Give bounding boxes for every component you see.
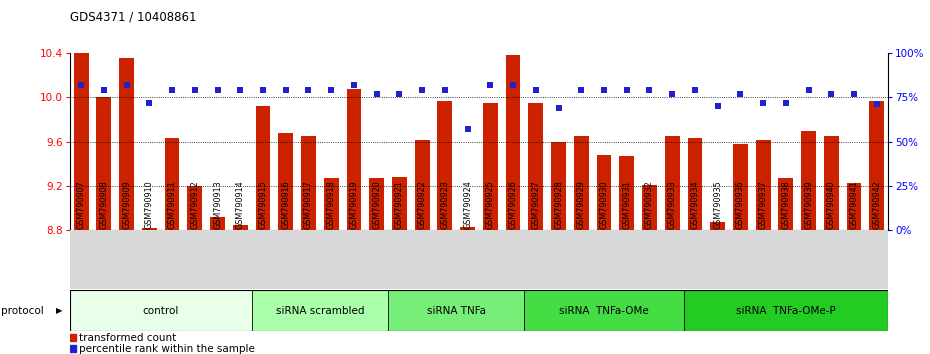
- Bar: [388, 290, 525, 331]
- Bar: [97, 97, 112, 230]
- Text: protocol: protocol: [1, 306, 44, 316]
- Point: [574, 87, 589, 93]
- Point: [187, 87, 202, 93]
- Point: [232, 87, 247, 93]
- Text: siRNA scrambled: siRNA scrambled: [275, 306, 364, 316]
- Point: [778, 100, 793, 105]
- Bar: [142, 228, 156, 230]
- Point: [801, 87, 816, 93]
- Point: [437, 87, 452, 93]
- Bar: [733, 144, 748, 230]
- Point: [665, 91, 680, 97]
- Bar: [525, 290, 684, 331]
- Bar: [324, 178, 339, 230]
- Bar: [252, 290, 388, 331]
- Bar: [711, 222, 725, 230]
- Bar: [778, 178, 793, 230]
- Point: [824, 91, 839, 97]
- Point: [73, 82, 88, 88]
- Point: [846, 91, 861, 97]
- Point: [119, 82, 134, 88]
- Bar: [70, 290, 252, 331]
- Bar: [801, 131, 816, 230]
- Point: [711, 103, 725, 109]
- Bar: [846, 183, 861, 230]
- Text: siRNA  TNFa-OMe-P: siRNA TNFa-OMe-P: [736, 306, 836, 316]
- Point: [165, 87, 179, 93]
- Point: [278, 87, 293, 93]
- Bar: [301, 136, 316, 230]
- Point: [369, 91, 384, 97]
- Point: [256, 87, 271, 93]
- Point: [551, 105, 566, 111]
- Point: [870, 102, 884, 107]
- Bar: [528, 103, 543, 230]
- Point: [301, 87, 316, 93]
- Point: [756, 100, 771, 105]
- Bar: [619, 156, 634, 230]
- Bar: [483, 103, 498, 230]
- Point: [324, 87, 339, 93]
- Bar: [369, 178, 384, 230]
- Bar: [70, 345, 76, 352]
- Text: transformed count: transformed count: [79, 333, 176, 343]
- Bar: [574, 136, 589, 230]
- Text: ▶: ▶: [56, 306, 62, 315]
- Bar: [119, 58, 134, 230]
- Bar: [347, 88, 361, 230]
- Point: [733, 91, 748, 97]
- Point: [619, 87, 634, 93]
- Bar: [437, 101, 452, 230]
- Bar: [551, 142, 565, 230]
- Point: [483, 82, 498, 88]
- Bar: [392, 177, 406, 230]
- Bar: [460, 227, 475, 230]
- Text: siRNA TNFa: siRNA TNFa: [427, 306, 485, 316]
- Bar: [187, 186, 202, 230]
- Bar: [824, 136, 839, 230]
- Point: [642, 87, 657, 93]
- Text: percentile rank within the sample: percentile rank within the sample: [79, 344, 255, 354]
- Point: [97, 87, 112, 93]
- Text: siRNA  TNFa-OMe: siRNA TNFa-OMe: [559, 306, 649, 316]
- Bar: [596, 155, 611, 230]
- Bar: [665, 136, 680, 230]
- Bar: [870, 101, 884, 230]
- Bar: [165, 138, 179, 230]
- Point: [415, 87, 430, 93]
- Bar: [278, 133, 293, 230]
- Point: [392, 91, 406, 97]
- Point: [687, 87, 702, 93]
- Point: [460, 126, 475, 132]
- Point: [506, 82, 521, 88]
- Bar: [256, 106, 271, 230]
- Text: GDS4371 / 10408861: GDS4371 / 10408861: [70, 11, 196, 24]
- Point: [596, 87, 611, 93]
- Bar: [684, 290, 888, 331]
- Bar: [73, 53, 88, 230]
- Bar: [210, 217, 225, 230]
- Text: control: control: [142, 306, 179, 316]
- Bar: [70, 334, 76, 341]
- Point: [347, 82, 362, 88]
- Point: [210, 87, 225, 93]
- Bar: [506, 55, 521, 230]
- Point: [142, 100, 157, 105]
- Bar: [687, 138, 702, 230]
- Point: [528, 87, 543, 93]
- Bar: [232, 224, 247, 230]
- Bar: [415, 141, 430, 230]
- Bar: [756, 141, 770, 230]
- Bar: [642, 185, 657, 230]
